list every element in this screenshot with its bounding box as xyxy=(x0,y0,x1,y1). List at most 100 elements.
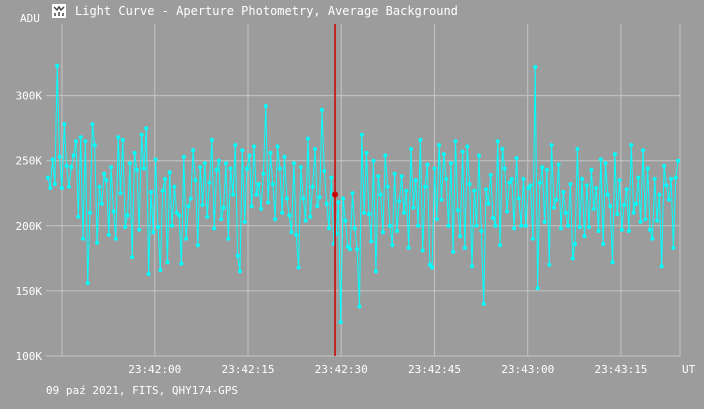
data-point xyxy=(327,226,331,231)
y-tick-label: 250K xyxy=(16,155,43,168)
data-point xyxy=(76,214,81,219)
data-point xyxy=(500,147,505,151)
data-point xyxy=(228,166,233,171)
data-point xyxy=(163,176,167,181)
data-point xyxy=(399,174,404,179)
data-point xyxy=(432,166,437,171)
data-point xyxy=(202,161,207,166)
data-point xyxy=(509,176,514,181)
data-point xyxy=(439,197,444,202)
data-point xyxy=(127,161,132,166)
data-point xyxy=(99,201,104,206)
data-point xyxy=(238,269,242,274)
data-point xyxy=(666,197,671,202)
data-point xyxy=(659,264,664,269)
data-point xyxy=(383,153,388,158)
data-point xyxy=(624,187,629,192)
x-tick-label: 23:43:15 xyxy=(594,363,647,376)
data-point xyxy=(423,184,428,189)
data-point xyxy=(149,190,153,194)
data-point xyxy=(308,214,313,219)
data-point xyxy=(530,236,535,241)
data-point xyxy=(315,204,320,209)
data-point xyxy=(270,182,275,187)
data-point xyxy=(409,147,413,151)
data-point xyxy=(177,213,182,218)
data-point xyxy=(130,255,135,260)
data-point xyxy=(97,184,102,189)
data-point xyxy=(444,176,449,181)
data-point xyxy=(200,203,205,207)
chart-grid xyxy=(46,24,681,357)
data-point xyxy=(57,154,62,159)
data-point xyxy=(359,132,364,137)
data-point xyxy=(425,162,430,167)
data-point xyxy=(533,65,538,69)
data-point xyxy=(193,178,198,183)
data-point xyxy=(591,206,596,211)
data-point xyxy=(153,157,158,162)
data-point xyxy=(188,196,193,201)
data-point xyxy=(373,269,378,274)
data-point xyxy=(235,253,240,258)
data-point xyxy=(83,139,88,144)
data-point xyxy=(273,217,278,222)
data-point xyxy=(521,176,526,181)
data-point xyxy=(554,197,559,202)
x-axis-unit-label: UT xyxy=(682,363,696,376)
data-point xyxy=(240,148,245,153)
data-point xyxy=(380,230,385,235)
data-point xyxy=(252,144,256,149)
data-point xyxy=(256,182,261,187)
data-point xyxy=(427,262,432,267)
data-point xyxy=(462,245,467,250)
data-point xyxy=(387,223,392,228)
data-point xyxy=(261,171,266,176)
data-point xyxy=(472,188,477,193)
data-point xyxy=(453,139,458,144)
data-point xyxy=(151,230,156,235)
data-point xyxy=(638,219,643,224)
data-point xyxy=(392,171,397,176)
data-point xyxy=(584,183,589,188)
data-point xyxy=(205,214,210,219)
data-point xyxy=(622,203,627,207)
time-cursor-marker[interactable] xyxy=(332,191,339,198)
data-point xyxy=(641,148,645,153)
data-point xyxy=(242,219,247,224)
data-point xyxy=(118,191,123,196)
data-point xyxy=(516,196,521,201)
data-point xyxy=(165,260,170,265)
data-point xyxy=(371,158,376,163)
data-point xyxy=(156,225,160,230)
data-point xyxy=(573,242,577,246)
data-point xyxy=(514,156,519,161)
data-point xyxy=(348,247,353,252)
data-point xyxy=(85,281,90,286)
data-point xyxy=(223,161,228,166)
data-point xyxy=(542,219,547,224)
data-point xyxy=(608,204,613,209)
data-point xyxy=(266,200,271,205)
data-point xyxy=(655,218,659,223)
data-point xyxy=(378,192,383,197)
data-point xyxy=(481,301,486,306)
data-point xyxy=(507,180,512,185)
data-point xyxy=(491,216,495,220)
data-point xyxy=(406,245,411,250)
data-point xyxy=(78,135,83,140)
data-point xyxy=(477,153,481,158)
light-curve-app-icon[interactable] xyxy=(52,4,66,18)
data-point xyxy=(629,143,634,148)
data-point xyxy=(390,243,395,248)
data-point xyxy=(671,245,676,250)
data-point xyxy=(420,248,425,253)
data-point xyxy=(446,223,451,228)
x-tick-label: 23:43:00 xyxy=(501,363,554,376)
data-point xyxy=(610,260,615,265)
data-point xyxy=(263,104,268,108)
data-point xyxy=(411,205,416,210)
data-point xyxy=(313,147,317,151)
data-point xyxy=(395,229,399,233)
